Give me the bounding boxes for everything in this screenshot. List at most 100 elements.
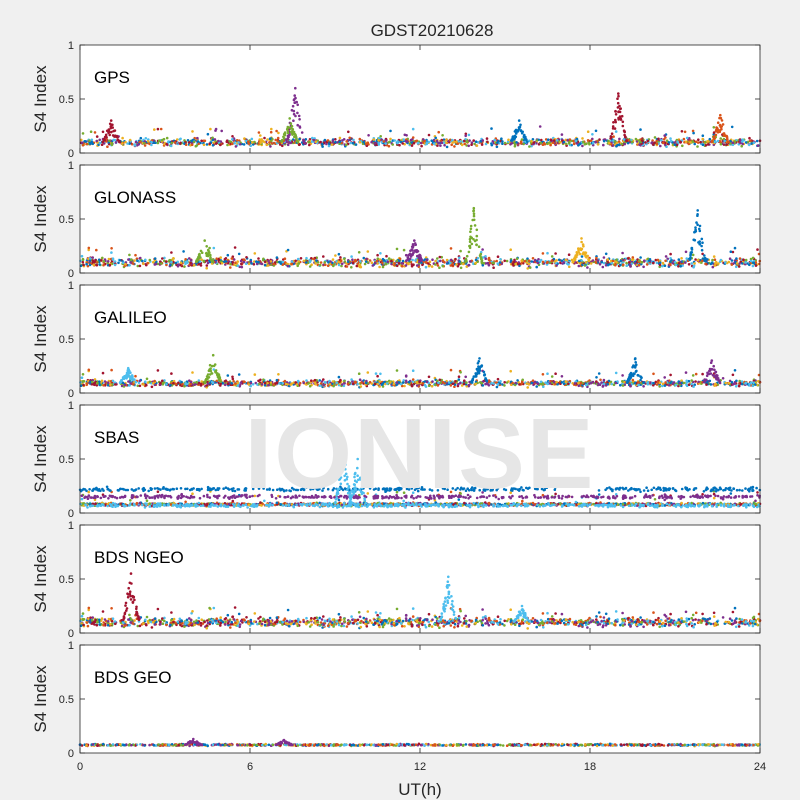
data-point xyxy=(491,140,495,143)
data-point xyxy=(694,380,697,383)
data-point xyxy=(612,135,615,138)
data-point xyxy=(232,258,236,261)
data-point xyxy=(400,264,404,268)
data-point xyxy=(465,254,469,258)
data-point xyxy=(475,144,479,147)
data-point xyxy=(205,245,208,248)
data-point xyxy=(445,145,449,149)
data-point xyxy=(597,382,600,385)
data-point xyxy=(659,144,662,148)
data-point xyxy=(625,139,628,143)
data-point xyxy=(626,257,630,260)
data-point xyxy=(634,361,637,364)
data-point xyxy=(730,380,734,384)
data-point xyxy=(584,383,588,387)
data-point xyxy=(283,257,287,261)
data-point xyxy=(431,258,434,262)
data-point xyxy=(633,262,637,265)
data-point xyxy=(125,376,129,379)
data-point xyxy=(503,141,507,145)
data-point xyxy=(495,145,499,149)
data-point xyxy=(484,254,487,258)
data-point xyxy=(292,132,296,135)
data-point xyxy=(581,243,585,246)
data-point xyxy=(197,379,201,382)
data-point xyxy=(390,259,393,263)
data-point xyxy=(95,248,98,252)
data-point xyxy=(710,140,714,144)
data-point xyxy=(139,136,143,140)
data-point xyxy=(709,367,713,371)
data-point xyxy=(87,368,91,372)
data-point xyxy=(211,380,214,384)
data-point xyxy=(616,97,619,100)
data-point xyxy=(337,260,340,264)
data-point xyxy=(541,382,545,386)
data-point xyxy=(351,258,354,262)
data-point xyxy=(578,142,582,146)
data-point xyxy=(607,379,611,383)
data-point xyxy=(211,136,214,140)
data-point xyxy=(152,139,156,142)
data-point xyxy=(716,121,720,124)
data-point xyxy=(424,385,428,388)
data-point xyxy=(412,141,416,145)
data-point xyxy=(519,142,523,145)
data-point xyxy=(445,141,448,145)
data-point xyxy=(600,260,603,264)
data-point xyxy=(150,140,153,144)
data-point xyxy=(718,116,721,120)
data-point xyxy=(199,384,203,387)
data-point xyxy=(564,258,568,262)
data-point xyxy=(242,143,246,146)
data-point xyxy=(507,138,510,142)
data-point xyxy=(291,104,295,108)
data-point xyxy=(396,141,399,145)
data-point xyxy=(106,260,110,263)
data-point xyxy=(417,255,421,258)
data-point xyxy=(591,259,595,262)
data-point xyxy=(631,374,635,378)
data-point xyxy=(236,384,240,387)
data-point xyxy=(183,384,186,388)
data-point xyxy=(108,263,112,267)
data-point xyxy=(230,257,234,260)
data-point xyxy=(350,266,353,269)
data-point xyxy=(555,139,559,142)
data-point xyxy=(356,382,359,386)
data-point xyxy=(493,138,497,142)
data-point xyxy=(470,242,474,246)
data-point xyxy=(121,136,124,140)
data-point xyxy=(457,382,460,386)
data-point xyxy=(517,119,521,122)
data-point xyxy=(538,125,542,128)
data-point xyxy=(205,266,208,270)
data-point xyxy=(280,140,283,143)
data-point xyxy=(228,140,232,143)
data-point xyxy=(445,258,449,262)
data-point xyxy=(730,263,734,266)
data-point xyxy=(550,375,554,378)
data-point xyxy=(358,137,362,141)
data-point xyxy=(341,139,344,142)
data-point xyxy=(93,383,96,387)
data-point xyxy=(215,379,218,383)
data-point xyxy=(553,260,557,263)
data-point xyxy=(233,141,236,145)
data-point xyxy=(683,130,687,134)
data-point xyxy=(443,382,446,385)
data-point xyxy=(297,143,301,147)
data-point xyxy=(711,258,714,262)
data-point xyxy=(518,383,521,386)
data-point xyxy=(739,141,742,145)
data-point xyxy=(467,144,471,148)
data-point xyxy=(573,258,577,262)
data-point xyxy=(718,129,722,132)
data-point xyxy=(292,98,296,102)
data-point xyxy=(144,258,147,262)
data-point xyxy=(679,140,682,144)
data-point xyxy=(552,380,556,384)
data-point xyxy=(469,224,473,228)
data-point xyxy=(95,135,99,138)
data-point xyxy=(436,384,440,387)
